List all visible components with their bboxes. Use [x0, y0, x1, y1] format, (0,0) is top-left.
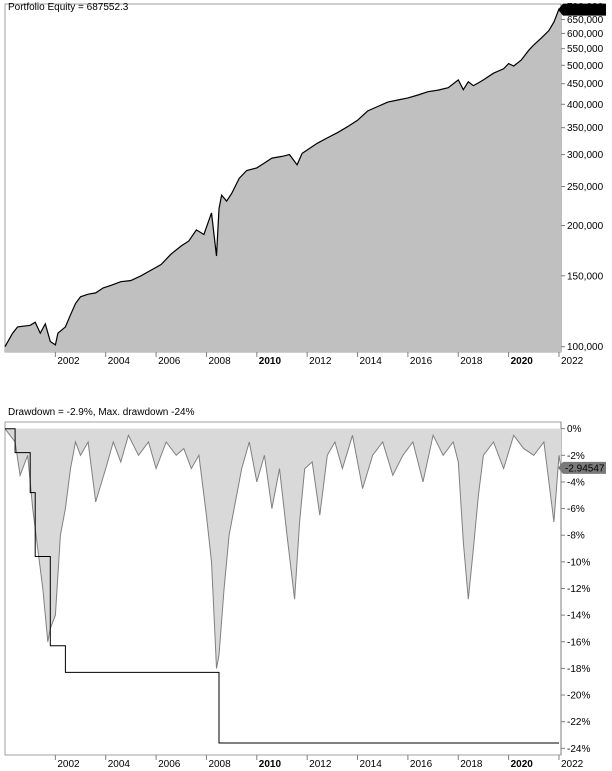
x-tick-label: 2020	[511, 356, 534, 367]
y-tick-label: 200,000	[567, 221, 604, 232]
equity-line	[4, 8, 562, 347]
y-tick-label: -20%	[567, 691, 590, 702]
x-tick-label: 2004	[108, 759, 131, 770]
drawdown-area	[5, 428, 561, 669]
y-tick-label: -12%	[567, 584, 590, 595]
y-tick-label: -14%	[567, 611, 590, 622]
x-tick-label: 2010	[259, 356, 282, 367]
x-tick-label: 2018	[460, 759, 483, 770]
y-tick-label: 350,000	[567, 123, 604, 134]
y-tick-label: 400,000	[567, 100, 604, 111]
equity-chart-panel: 100,000 150,000 200,000 250,000 300,000 350,0…	[0, 0, 612, 372]
x-tick-label: 2016	[410, 356, 433, 367]
x-tick-label: 2014	[360, 759, 383, 770]
equity-area	[5, 9, 561, 352]
x-tick-label: 2004	[108, 356, 131, 367]
y-tick-label: -8%	[567, 531, 585, 542]
drawdown-chart-panel: 0% -2% -4% -6% -8% -10% -12% -14% -16% -18% -20% -2…	[0, 405, 612, 771]
x-tick-label: 2014	[360, 356, 383, 367]
y-tick-label: 450,000	[567, 79, 604, 90]
y-tick-label: 300,000	[567, 150, 604, 161]
y-tick-label: -22%	[567, 717, 590, 728]
max-drawdown-line	[5, 428, 559, 744]
x-tick-label: 2006	[158, 759, 181, 770]
y-tick-label: -10%	[567, 557, 590, 568]
equity-chart-title: Portfolio Equity = 687552.3	[8, 2, 129, 13]
x-tick-label: 2020	[511, 759, 534, 770]
equity-chart: 100,000 150,000 200,000 250,000 300,000 350,0…	[4, 2, 606, 367]
x-tick-label: 2002	[57, 356, 80, 367]
y-tick-label: 600,000	[567, 29, 604, 40]
drawdown-chart: 0% -2% -4% -6% -8% -10% -12% -14% -16% -18% -20% -2…	[4, 421, 606, 770]
y-tick-label: 650,000	[567, 15, 604, 26]
x-tick-label: 2022	[561, 759, 584, 770]
y-tick-label: -6%	[567, 504, 585, 515]
x-tick-label: 2002	[57, 759, 80, 770]
x-tick-label: 2008	[208, 356, 231, 367]
y-tick-label: 250,000	[567, 182, 604, 193]
y-tick-label: -18%	[567, 664, 590, 675]
x-tick-label: 2010	[259, 759, 282, 770]
current-value-marker	[558, 3, 606, 16]
y-tick-label: -16%	[567, 637, 590, 648]
x-tick-label: 2016	[410, 759, 433, 770]
x-tick-label: 2018	[460, 356, 483, 367]
x-tick-label: 2012	[309, 356, 332, 367]
y-tick-label: -2%	[567, 451, 585, 462]
y-tick-label: 550,000	[567, 44, 604, 55]
current-value-label: -2.94547	[565, 463, 605, 474]
x-tick-label: 2006	[158, 356, 181, 367]
drawdown-line	[4, 428, 562, 669]
y-tick-label: 100,000	[567, 342, 604, 353]
y-tick-label: -4%	[567, 477, 585, 488]
x-tick-label: 2022	[561, 356, 584, 367]
drawdown-chart-title: Drawdown = -2.9%, Max. drawdown -24%	[8, 407, 195, 418]
current-value-label: 687,552	[565, 5, 602, 16]
y-tick-label: 0%	[567, 424, 582, 435]
x-tick-label: 2008	[208, 759, 231, 770]
current-value-marker	[558, 461, 606, 474]
y-tick-label: -24%	[567, 744, 590, 755]
y-tick-label: 500,000	[567, 61, 604, 72]
x-tick-label: 2012	[309, 759, 332, 770]
y-tick-label: 150,000	[567, 271, 604, 282]
